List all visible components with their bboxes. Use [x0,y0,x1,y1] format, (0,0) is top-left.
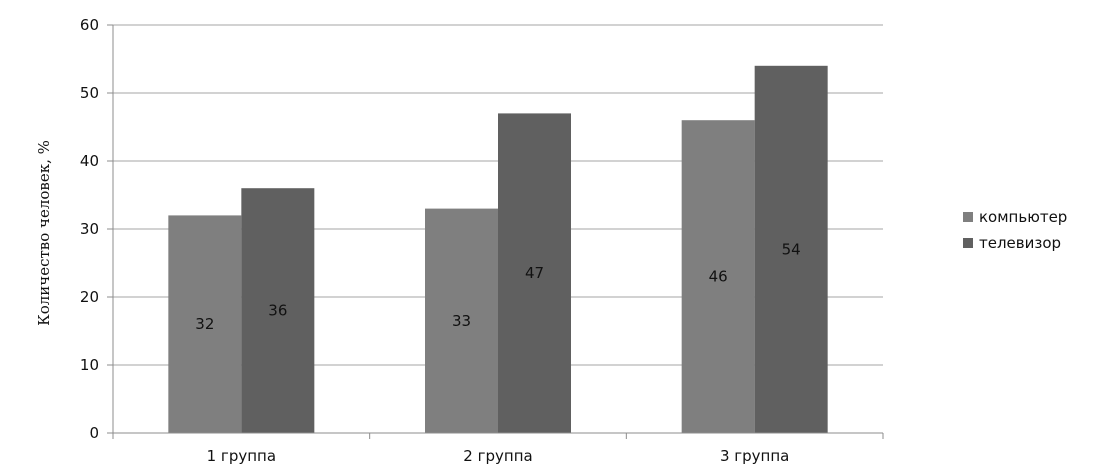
y-tick-label: 10 [80,356,99,374]
bar-computer [168,215,242,433]
x-tick-label: 2 группа [463,447,532,465]
y-tick-label: 40 [80,152,99,170]
y-tick-label: 50 [80,84,99,102]
y-tick-label: 0 [89,424,99,442]
bar-computer [681,120,755,433]
legend-label-computer: компьютер [979,208,1068,226]
data-label: 33 [452,312,471,330]
axes [107,24,884,439]
y-tick-labels: 0 10 20 30 40 50 60 [80,16,99,442]
legend-swatch-tv [963,238,973,248]
bar-tv [754,65,828,434]
legend-item-tv: телевизор [963,230,1067,256]
bars [168,65,828,434]
bar-tv [241,188,315,433]
data-label: 54 [782,240,801,258]
y-tick-label: 60 [80,16,99,34]
x-tick-label: 1 группа [207,447,276,465]
data-labels: 32 36 33 47 46 54 [195,240,800,333]
legend-item-computer: компьютер [963,204,1067,230]
bar-computer [425,208,498,433]
bar-tv [498,113,571,434]
legend: компьютер телевизор [963,204,1067,256]
data-label: 47 [525,264,544,282]
x-tick-labels: 1 группа 2 группа 3 группа [207,447,790,465]
y-tick-label: 30 [80,220,99,238]
data-label: 32 [195,315,214,333]
data-label: 46 [709,268,728,286]
data-label: 36 [268,302,287,320]
legend-swatch-computer [963,212,973,222]
legend-label-tv: телевизор [979,234,1062,252]
y-axis-label: Количество человек, % [35,140,53,326]
x-tick-label: 3 группа [720,447,789,465]
y-tick-label: 20 [80,288,99,306]
